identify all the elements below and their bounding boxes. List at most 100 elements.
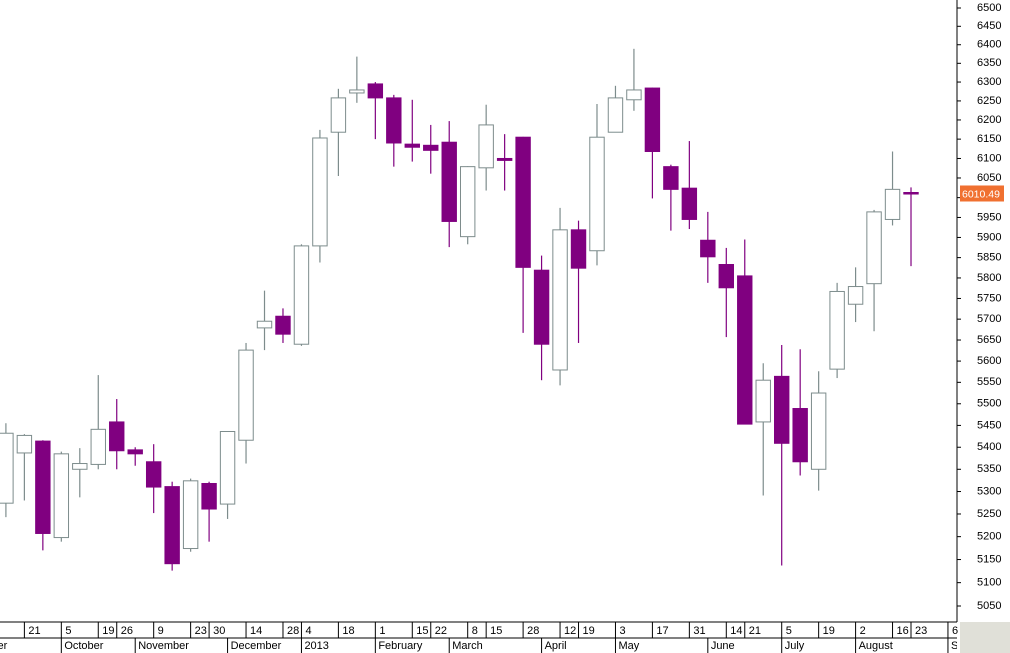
x-tick-label: 28 [527, 625, 539, 637]
x-tick-label: 14 [250, 625, 262, 637]
y-tick-label: 5250 [977, 508, 1001, 520]
y-tick-label: 6500 [977, 2, 1001, 14]
x-tick-label: 9 [158, 625, 164, 637]
body-up [478, 124, 494, 169]
x-tick-label: 5 [786, 625, 792, 637]
y-tick-label: 6250 [977, 95, 1001, 107]
x-tick-label: 23 [195, 625, 207, 637]
body-up [884, 188, 901, 220]
body-up [866, 211, 882, 285]
y-tick-label: 6150 [977, 133, 1001, 145]
x-tick-label: 28 [287, 625, 299, 637]
last-price-label: 6010.49 [962, 188, 1000, 200]
month-label: September [0, 640, 8, 652]
y-tick-label: 5650 [977, 334, 1001, 346]
month-label: March [452, 640, 483, 652]
body-up [330, 97, 347, 133]
body-up [829, 290, 845, 370]
body-down [127, 449, 143, 455]
month-label: July [785, 640, 805, 652]
month-label: August [859, 640, 893, 652]
body-up [0, 432, 14, 504]
x-tick-label: 5 [65, 625, 71, 637]
y-tick-label: 5300 [977, 485, 1001, 497]
month-label: 2013 [304, 640, 328, 652]
x-tick-label: 18 [342, 625, 354, 637]
body-up [847, 286, 864, 305]
x-tick-label: 26 [121, 625, 133, 637]
body-down [644, 87, 661, 152]
body-down [737, 275, 753, 425]
body-down [441, 141, 457, 222]
corner [960, 622, 1010, 653]
body-down [681, 187, 698, 220]
y-tick-label: 6100 [977, 152, 1001, 164]
body-up [810, 392, 827, 470]
y-tick-label: 5900 [977, 231, 1001, 243]
y-tick-label: 5350 [977, 463, 1001, 475]
y-tick-label: 5200 [977, 531, 1001, 543]
x-tick-label: 16 [897, 625, 909, 637]
body-down [903, 192, 919, 195]
body-down [515, 136, 531, 268]
x-tick-label: 15 [490, 625, 502, 637]
body-down [718, 264, 734, 289]
body-down [663, 166, 679, 190]
month-axis: September October November December 2013 Febr… [0, 638, 1005, 653]
y-tick-label: 6450 [977, 20, 1001, 32]
body-up [256, 320, 273, 329]
month-label: February [378, 640, 423, 652]
x-tick-label: 14 [730, 625, 742, 637]
y-tick-label: 6350 [977, 57, 1001, 69]
body-down [109, 421, 125, 452]
body-down [792, 408, 808, 463]
x-tick-label: 21 [28, 625, 40, 637]
y-tick-label: 6400 [977, 39, 1001, 51]
x-tick-label: 6 [952, 625, 958, 637]
y-tick-label: 5400 [977, 441, 1001, 453]
x-tick-label: 31 [693, 625, 705, 637]
body-up [349, 89, 365, 94]
x-tick-label: 30 [213, 625, 225, 637]
y-tick-label: 5700 [977, 313, 1001, 325]
x-tick-label: 19 [583, 625, 595, 637]
x-tick-label: 15 [416, 625, 428, 637]
x-tick-label: 3 [619, 625, 625, 637]
body-down [275, 315, 291, 335]
body-down [570, 229, 587, 269]
y-tick-label: 5950 [977, 211, 1001, 223]
body-up [607, 97, 624, 133]
body-up [72, 463, 88, 470]
x-tick-label: 23 [915, 625, 927, 637]
body-down [533, 269, 550, 345]
month-label: September [951, 640, 1005, 652]
body-up [16, 434, 33, 454]
plot-area [0, 48, 919, 571]
body-down [386, 97, 402, 144]
x-tick-label: 21 [749, 625, 761, 637]
body-down [423, 144, 439, 151]
body-up [182, 480, 199, 550]
body-up [238, 349, 254, 441]
x-tick-label: 4 [305, 625, 311, 637]
y-tick-label: 5450 [977, 419, 1001, 431]
y-tick-label: 6050 [977, 172, 1001, 184]
body-up [312, 137, 328, 247]
body-down [700, 239, 716, 258]
body-down [35, 440, 51, 534]
x-tick-label: 22 [435, 625, 447, 637]
body-up [589, 136, 605, 252]
body-down [164, 486, 180, 565]
month-label: November [138, 640, 189, 652]
body-down [774, 375, 790, 444]
y-tick-label: 5850 [977, 252, 1001, 264]
y-tick-label: 5750 [977, 292, 1001, 304]
month-label: December [231, 640, 282, 652]
month-label: May [618, 640, 639, 652]
body-up [53, 453, 70, 539]
body-up [219, 430, 236, 505]
x-tick-label: 8 [472, 625, 478, 637]
y-tick-label: 5800 [977, 272, 1001, 284]
body-up [90, 428, 106, 465]
